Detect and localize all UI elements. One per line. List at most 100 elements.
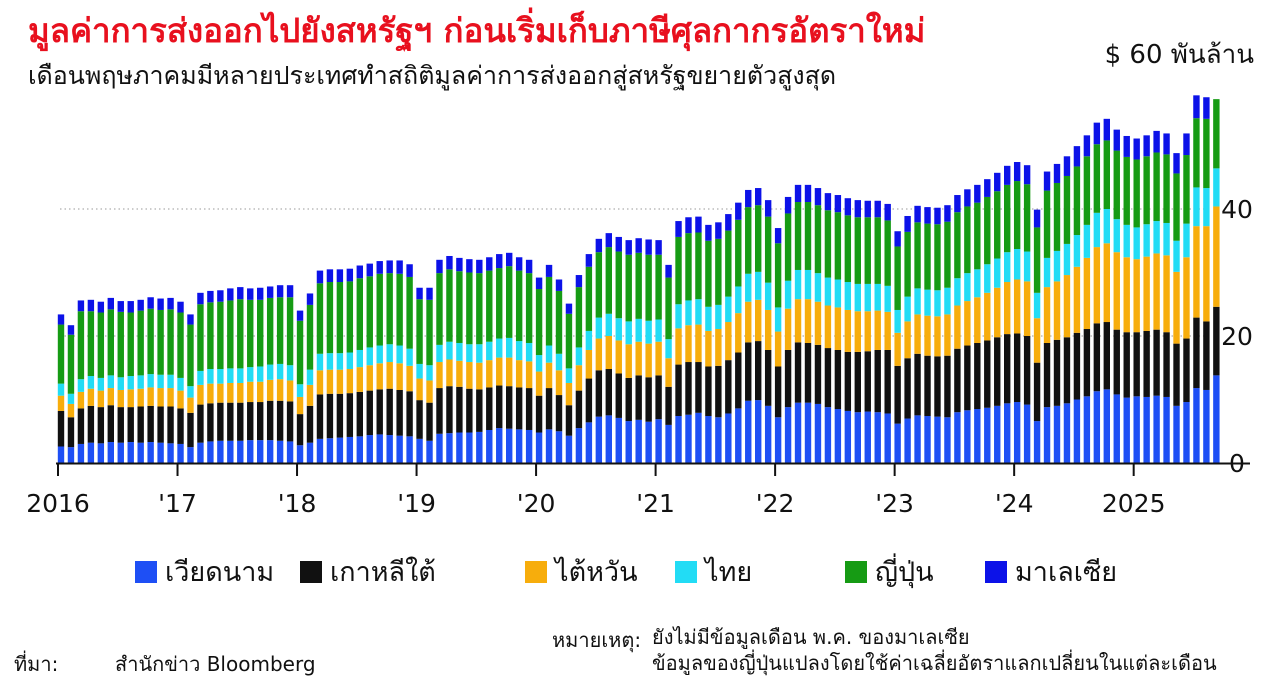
bar-segment-malaysia — [376, 261, 383, 274]
bar-segment-taiwan — [187, 397, 194, 413]
bar-segment-vietnam — [466, 432, 473, 463]
bar-segment-taiwan — [844, 309, 852, 352]
bar-segment-korea — [1153, 329, 1160, 396]
bar-segment-japan — [984, 196, 991, 265]
bar-segment-japan — [1043, 190, 1051, 258]
bar-segment-vietnam — [1143, 396, 1150, 463]
bar-segment-malaysia — [715, 222, 722, 239]
bar-segment-thailand — [1023, 251, 1031, 282]
bar-segment-japan — [257, 299, 264, 367]
bar-segment-vietnam — [645, 421, 652, 463]
bar-segment-malaysia — [177, 301, 184, 313]
bar-segment-japan — [535, 289, 543, 356]
bar-segment-malaysia — [286, 285, 294, 298]
bar-segment-japan — [177, 312, 184, 378]
bar-segment-vietnam — [725, 413, 732, 463]
bar-segment-thailand — [595, 317, 603, 339]
bar-segment-thailand — [127, 376, 134, 390]
bar-segment-thailand — [545, 345, 553, 363]
bar-segment-thailand — [705, 306, 712, 331]
bar-segment-korea — [645, 377, 652, 422]
bar-segment-korea — [555, 395, 563, 432]
bar-segment-korea — [436, 388, 443, 434]
bar-segment-malaysia — [585, 254, 593, 267]
x-tick-label: '21 — [636, 489, 675, 518]
bar-segment-korea — [416, 400, 423, 439]
bar-segment-korea — [77, 408, 85, 444]
bar-segment-malaysia — [515, 257, 523, 271]
bar-segment-japan — [426, 299, 433, 366]
bar-segment-vietnam — [585, 422, 593, 463]
bar-segment-malaysia — [575, 275, 583, 288]
bar-segment-taiwan — [257, 381, 264, 403]
bar-segment-korea — [914, 353, 921, 416]
bar-segment-korea — [366, 390, 373, 436]
bar-segment-japan — [725, 230, 732, 297]
bar-segment-japan — [605, 247, 612, 314]
bar-segment-taiwan — [545, 362, 553, 389]
bar-segment-malaysia — [974, 184, 981, 203]
legend-swatch-japan — [845, 560, 867, 583]
bar-segment-thailand — [1143, 224, 1150, 257]
x-tick-label: '22 — [756, 489, 795, 518]
bar-segment-korea — [1123, 332, 1130, 398]
bar-segment-taiwan — [1173, 271, 1180, 344]
bar-segment-japan — [525, 273, 533, 343]
bar-segment-vietnam — [655, 419, 662, 463]
bar-segment-thailand — [605, 313, 612, 336]
bar-segment-malaysia — [994, 172, 1001, 192]
bar-segment-vietnam — [705, 416, 712, 463]
bar-segment-malaysia — [476, 259, 483, 274]
bar-segment-vietnam — [1113, 394, 1120, 463]
bar-segment-thailand — [77, 379, 85, 392]
bar-segment-vietnam — [595, 416, 603, 463]
bar-segment-thailand — [436, 344, 443, 363]
bar-segment-japan — [506, 266, 513, 338]
bar-segment-japan — [934, 224, 941, 291]
bar-segment-thailand — [366, 347, 373, 366]
bar-segment-taiwan — [496, 357, 503, 386]
bar-segment-japan — [117, 311, 124, 378]
bar-segment-thailand — [695, 299, 702, 325]
bar-segment-malaysia — [635, 238, 642, 253]
bar-segment-vietnam — [695, 412, 702, 463]
chart-title: มูลค่าการส่งออกไปยังสหรัฐฯ ก่อนเริ่มเก็บ… — [28, 11, 926, 50]
bar-segment-malaysia — [804, 184, 812, 203]
bar-segment-japan — [705, 240, 712, 307]
bar-segment-taiwan — [237, 382, 244, 403]
bar-segment-thailand — [1153, 221, 1160, 254]
bar-segment-thailand — [755, 271, 762, 300]
bar-segment-japan — [814, 205, 822, 274]
bar-segment-taiwan — [296, 396, 304, 415]
bar-segment-thailand — [1213, 168, 1220, 207]
bar-segment-japan — [1013, 181, 1021, 249]
bar-segment-korea — [655, 375, 662, 420]
bar-segment-malaysia — [436, 259, 443, 274]
bar-segment-thailand — [934, 290, 941, 317]
bar-segment-vietnam — [506, 428, 513, 463]
bar-segment-taiwan — [565, 382, 573, 406]
bar-segment-korea — [904, 358, 911, 419]
bar-segment-malaysia — [237, 287, 244, 300]
bar-segment-thailand — [1183, 223, 1190, 258]
bar-segment-vietnam — [864, 411, 871, 463]
bar-segment-korea — [964, 345, 971, 411]
bar-segment-korea — [735, 352, 742, 409]
bar-segment-malaysia — [1043, 171, 1051, 191]
bar-segment-vietnam — [167, 443, 174, 463]
bar-segment-vietnam — [1153, 395, 1160, 463]
bar-segment-taiwan — [764, 309, 772, 350]
bar-segment-japan — [247, 299, 254, 368]
legend-item-vietnam: เวียดนาม — [135, 550, 274, 593]
bar-segment-korea — [884, 349, 891, 414]
bar-segment-vietnam — [784, 407, 792, 463]
bar-segment-thailand — [864, 283, 871, 312]
bar-segment-japan — [187, 324, 194, 387]
bar-segment-vietnam — [1043, 407, 1051, 463]
bar-segment-malaysia — [157, 298, 164, 310]
bar-segment-japan — [675, 236, 682, 305]
legend-label-vietnam: เวียดนาม — [165, 557, 275, 588]
bar-segment-malaysia — [197, 292, 204, 305]
bar-segment-taiwan — [665, 358, 672, 387]
bar-segment-thailand — [306, 369, 314, 385]
